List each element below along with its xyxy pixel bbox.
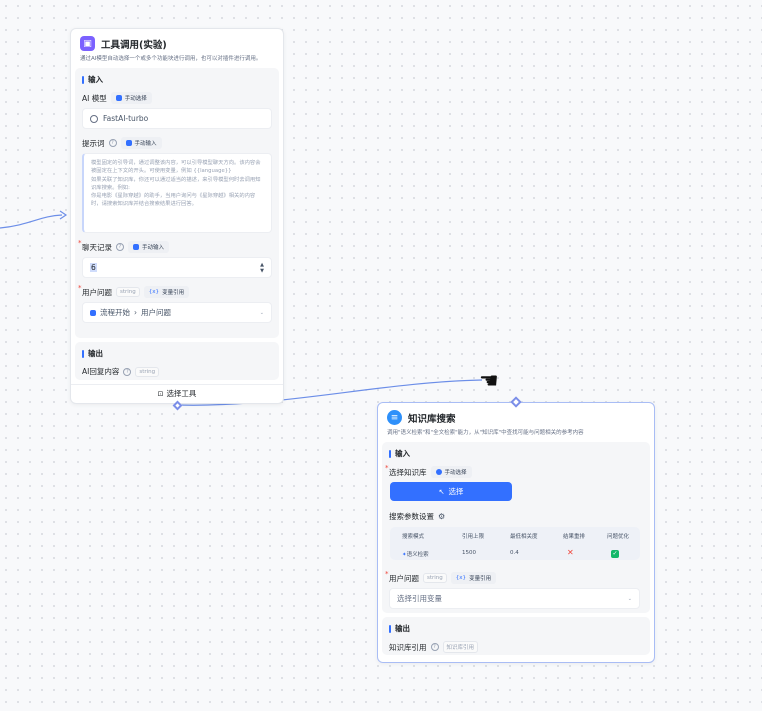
tag-label: 手动输入 (134, 141, 157, 147)
stepper-icon[interactable]: ▲ ▼ (260, 261, 264, 274)
manual-input-tag[interactable]: 手动输入 (120, 137, 162, 149)
settings-icon[interactable]: ⚙ (438, 512, 446, 521)
question-select[interactable]: 选择引用变量 ⌄ (389, 588, 640, 609)
prompt-textarea[interactable]: 模型固定的引导词，通过调整该内容，可以引导模型聊天方向。该内容会被固定在上下文的… (82, 153, 272, 233)
select-tool-footer[interactable]: ⊡ 选择工具 (71, 384, 283, 402)
chevron-down-icon: ⌄ (259, 309, 264, 316)
input-icon (133, 244, 139, 250)
output-section: 输出 知识库引用? 知识库引用 (382, 617, 650, 655)
ref-separator: › (134, 308, 137, 317)
help-icon[interactable]: ? (116, 243, 124, 251)
table-header: 引用上限 (462, 534, 485, 540)
ai-model-label: AI 模型 (82, 93, 107, 103)
table-header: 结果重排 (563, 534, 586, 540)
table-header: 问题优化 (607, 534, 630, 540)
footer-label: 选择工具 (166, 389, 197, 398)
section-title: 输入 (389, 448, 643, 459)
question-select[interactable]: 流程开始 › 用户问题 ⌄ (82, 302, 272, 323)
hand-cursor-icon: ☚ (479, 369, 499, 394)
variable-ref-tag[interactable]: {x} 变量引用 (450, 572, 497, 584)
table-header: 最低相关度 (510, 534, 538, 540)
variable-icon: {x} (455, 575, 467, 581)
kb-label: 选择知识库 (389, 467, 427, 477)
cell-text: 语义检索 (406, 551, 429, 558)
node-description: 调用"语义检索"和"全文检索"能力，从"知识库"中查找可能与问题相关的参考内容 (387, 430, 584, 436)
manual-input-tag[interactable]: 手动输入 (128, 241, 170, 253)
database-icon (435, 469, 442, 475)
incoming-edge[interactable] (0, 214, 63, 229)
input-section: 输入 * 选择知识库 手动选择 ↖ 选择 搜索参数设置 ⚙ 搜索模式 引用上限 最低相关度结… (382, 442, 650, 613)
history-value: 6 (90, 263, 97, 272)
history-label: 聊天记录 (82, 242, 112, 252)
type-tag: string (116, 287, 140, 297)
rerank-off-icon: ✕ (567, 547, 574, 557)
robot-icon (115, 95, 122, 101)
tool-call-node[interactable]: ▣ 工具调用(实验) 通过AI模型自动选择一个或多个功能块进行调用，也可以对插件进… (70, 28, 284, 411)
params-label: 搜索参数设置 (389, 512, 434, 521)
ref-variable: 用户问题 (141, 308, 171, 317)
input-icon (125, 140, 132, 146)
select-kb-button[interactable]: ↖ 选择 (390, 482, 512, 501)
chevron-down-icon: ⌄ (627, 595, 632, 602)
tag-label: 手动选择 (124, 96, 147, 102)
manual-select-tag[interactable]: 手动选择 (110, 92, 152, 104)
section-title: 输入 (82, 74, 272, 85)
optimize-on-icon: ✓ (611, 549, 619, 558)
question-label: 用户问题 (82, 287, 112, 297)
ref-node: 流程开始 (100, 308, 130, 317)
knowledge-search-node[interactable]: ≡ 知识库搜索 调用"语义检索"和"全文检索"能力，从"知识库"中查找可能与问题相… (377, 396, 655, 663)
help-icon[interactable]: ? (108, 139, 117, 147)
toolbox-icon: ▣ (80, 36, 95, 51)
variable-ref-tag[interactable]: {x} 变量引用 (143, 286, 190, 298)
button-label: 选择 (448, 487, 464, 496)
pointer-icon: ↖ (438, 487, 445, 496)
question-label: 用户问题 (389, 573, 419, 583)
section-title: 输出 (82, 348, 272, 359)
prompt-label: 提示词 (82, 138, 105, 148)
toolbox-icon: ⊡ (157, 389, 164, 398)
history-number-input[interactable]: 6 ▲ ▼ (82, 257, 272, 278)
type-tag: 知识库引用 (442, 641, 479, 653)
model-icon (90, 114, 98, 123)
flow-start-icon (90, 309, 96, 316)
node-description: 通过AI模型自动选择一个或多个功能块进行调用，也可以对插件进行调用。 (80, 56, 262, 62)
manual-select-tag[interactable]: 手动选择 (430, 466, 472, 478)
model-select[interactable]: FastAI-turbo (82, 108, 272, 129)
similarity-cell: 0.4 (510, 549, 519, 556)
type-tag: string (423, 573, 447, 583)
tool-to-kb-edge[interactable] (176, 379, 483, 406)
type-tag: string (135, 366, 160, 377)
tag-label: 手动选择 (444, 470, 467, 476)
section-title: 输出 (389, 623, 643, 634)
output-name: AI回复内容 (82, 367, 120, 376)
node-title: 知识库搜索 (408, 413, 456, 425)
model-value: FastAI-turbo (103, 114, 149, 123)
tag-label: 手动输入 (142, 245, 165, 251)
database-icon: ≡ (387, 410, 402, 425)
edge-arrow (59, 210, 68, 220)
semantic-icon: ✦ (402, 551, 407, 558)
tag-label: 变量引用 (162, 290, 185, 296)
output-section: 输出 AI回复内容? string (75, 342, 279, 380)
limit-cell: 1500 (462, 549, 476, 556)
table-header: 搜索模式 (402, 534, 425, 540)
node-title: 工具调用(实验) (101, 39, 167, 51)
select-placeholder: 选择引用变量 (397, 594, 442, 603)
help-icon[interactable]: ? (123, 367, 132, 376)
help-icon[interactable]: ? (430, 643, 439, 651)
tag-label: 变量引用 (469, 576, 492, 582)
params-table: 搜索模式 引用上限 最低相关度 结果重排 问题优化 ✦语义检索 1500 0.4 ✕ ✓ (390, 527, 640, 560)
search-mode-cell: ✦语义检索 (402, 550, 462, 561)
input-section: 输入 AI 模型 手动选择 FastAI-turbo 提示词? 手动输入 模型固定的… (75, 68, 279, 338)
output-name: 知识库引用 (389, 642, 427, 652)
variable-icon: {x} (148, 289, 160, 295)
